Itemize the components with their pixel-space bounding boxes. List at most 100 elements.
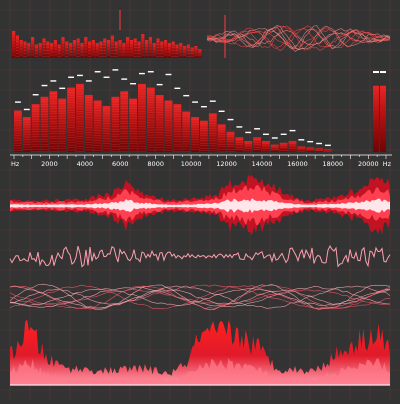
level-meter-bar: [373, 85, 379, 152]
axis-tick-label: 10000: [181, 160, 202, 168]
axis-tick-label: 4000: [77, 160, 94, 168]
top-spectrum-bar: [186, 44, 190, 58]
spectrum-bar: [315, 148, 323, 152]
top-spectrum-bar: [148, 37, 152, 58]
top-spectrum-bar: [65, 41, 69, 58]
spectrum-bar: [31, 104, 40, 152]
top-spectrum-bar: [61, 37, 65, 58]
top-spectrum-bar: [23, 41, 27, 58]
bundle-wave-line: [9, 285, 391, 310]
spectrum-peak-marker: [192, 101, 198, 103]
top-spectrum-bar: [42, 38, 46, 58]
waveform-pink-line: [9, 244, 391, 268]
spectrum-bar: [324, 149, 332, 152]
spectrum-bar: [102, 106, 111, 152]
spectrum-peak-marker: [236, 126, 243, 128]
spectrum-peak-marker: [201, 106, 207, 108]
spectrum-bar: [76, 83, 84, 152]
top-spectrum-bar: [88, 41, 92, 58]
top-spectrum-bar: [99, 41, 103, 58]
top-spectrum-bar: [167, 43, 171, 58]
waveform-bottom: [10, 319, 390, 386]
spectrum-peak-marker: [147, 71, 154, 73]
waveform-bundle: [9, 283, 391, 310]
top-spectrum-bar: [198, 49, 202, 58]
spectrum-peak-marker: [183, 94, 190, 97]
spectrum-peak-marker: [32, 94, 39, 96]
top-spectrum-bar: [110, 35, 114, 58]
top-spectrum-bar: [114, 41, 118, 58]
spectrum-peak-marker: [307, 140, 314, 143]
spectrum-bar: [49, 91, 58, 152]
spectrum-peak-marker: [156, 83, 163, 86]
top-bundle-line: [206, 28, 391, 48]
spectrum-peak-marker: [59, 87, 66, 89]
spectrum-peak-marker: [130, 83, 136, 85]
axis-unit-label-left: Hz: [11, 160, 20, 168]
top-bundle-line: [206, 25, 391, 52]
waveform-pink-noise: [9, 244, 391, 268]
spectrum-bar: [200, 120, 208, 152]
top-spectrum-bar: [15, 35, 19, 58]
spectrum-bar: [279, 142, 288, 152]
spectrum-bar: [164, 100, 173, 152]
top-spectrum-bar: [69, 43, 73, 58]
spectrum-peak-marker: [218, 110, 225, 112]
spectrum-peak-marker: [50, 80, 57, 82]
bundle-wave-line: [9, 288, 390, 307]
spectrum-bar: [84, 94, 93, 152]
spectrum-bar: [262, 140, 270, 152]
top-spectrum-bar: [38, 43, 42, 58]
spectrum-bar: [129, 98, 137, 152]
axis-tick-label: 8000: [147, 160, 164, 168]
top-spectrum-bar: [160, 41, 164, 58]
spectrum-peak-marker: [85, 80, 92, 82]
spectrum-bar: [155, 94, 164, 152]
top-mini-wave-bundle: [206, 24, 391, 52]
spectrum-bar: [173, 104, 182, 152]
top-spectrum-bar: [27, 43, 31, 58]
top-spectrum-bar: [122, 43, 126, 58]
spectrum-peak-marker: [254, 128, 260, 130]
level-meter-peak: [380, 71, 386, 74]
spectrum-bar: [182, 111, 191, 152]
spectrum-bar: [244, 140, 253, 152]
spectrum-peak-marker: [77, 74, 83, 77]
waveform-red-core: [10, 198, 390, 214]
spectrum-peak-marker: [325, 144, 331, 147]
top-spectrum-bar: [50, 43, 54, 58]
axis-tick-label: 16000: [287, 160, 308, 168]
frequency-axis: 2000 4000 6000 8000 10000 12000 14000 16000 1800…: [10, 154, 392, 168]
spectrum-peak-marker: [271, 137, 278, 139]
axis-tick-label: 14000: [252, 160, 273, 168]
spectrum-bar: [288, 140, 297, 152]
top-spectrum-bar: [171, 41, 175, 58]
top-spectrum-bar: [137, 41, 141, 58]
level-meter-bar: [380, 85, 386, 152]
spectrum-bar: [14, 110, 22, 152]
top-spectrum-bar: [12, 31, 16, 58]
spectrum-peak-marker: [68, 76, 74, 78]
spectrum-peak-marker: [209, 100, 216, 102]
spectrum-peak-marker: [174, 87, 181, 89]
level-meter: [373, 71, 386, 152]
top-spectrum-bar: [34, 44, 38, 58]
waveform-red: [10, 174, 390, 236]
spectrum-peak-marker: [23, 108, 30, 111]
top-spectrum-bar: [80, 43, 84, 58]
spectrum-bar: [58, 98, 67, 152]
axis-tick-label: 6000: [112, 160, 129, 168]
top-spectrum-bar: [76, 38, 80, 58]
spectrum-bar: [67, 87, 75, 152]
spectrum-peak-marker: [139, 72, 145, 75]
spectrum-bar: [120, 91, 129, 152]
waveform-bottom-highlight: [10, 358, 390, 385]
spectrum-peak-marker: [15, 101, 21, 103]
spectrum-peak-marker: [316, 142, 322, 145]
axis-unit-label-right: Hz: [383, 160, 392, 168]
top-bundle-line: [206, 28, 391, 49]
top-spectrum-bar: [95, 43, 99, 58]
top-spectrum-bar: [46, 41, 50, 58]
top-spectrum-bar: [84, 37, 88, 58]
